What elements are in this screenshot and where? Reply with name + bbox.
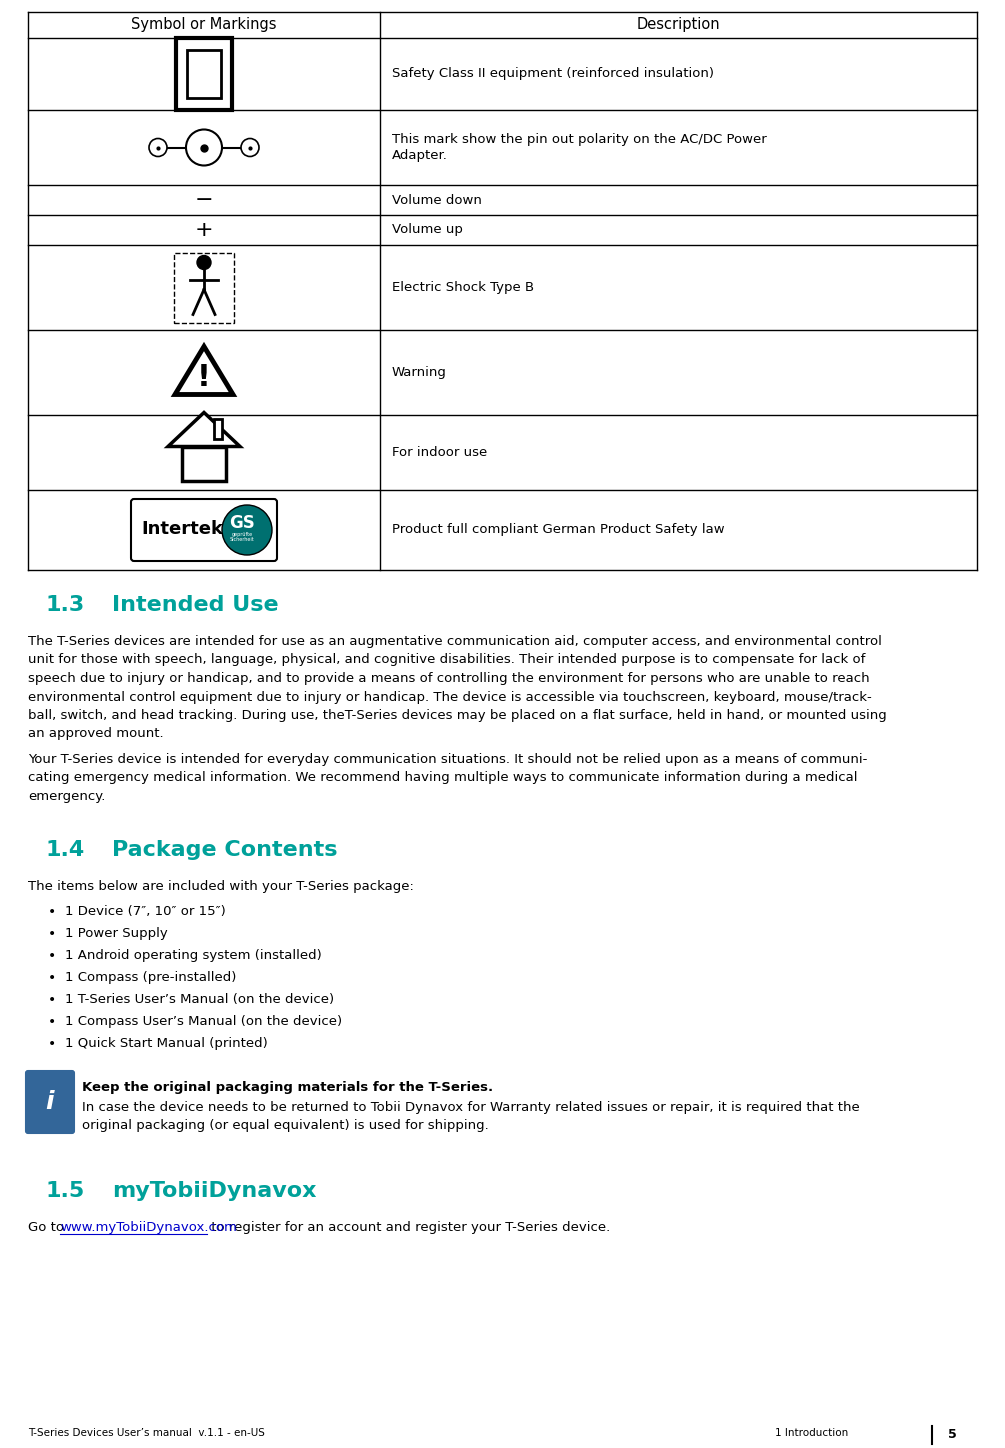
Text: +: + [195, 220, 213, 240]
Text: i: i [45, 1090, 54, 1114]
Circle shape [186, 129, 222, 165]
Text: Safety Class II equipment (reinforced insulation): Safety Class II equipment (reinforced in… [392, 68, 714, 81]
Circle shape [241, 139, 259, 156]
Text: Package Contents: Package Contents [112, 840, 338, 860]
Text: 1 T-Series User’s Manual (on the device): 1 T-Series User’s Manual (on the device) [65, 993, 334, 1006]
Text: •: • [48, 927, 56, 941]
Text: •: • [48, 948, 56, 963]
FancyBboxPatch shape [131, 500, 277, 560]
Text: −: − [195, 190, 213, 210]
Text: Electric Shock Type B: Electric Shock Type B [392, 281, 534, 294]
Bar [214, 418, 222, 439]
Text: Volume down: Volume down [392, 194, 481, 207]
Text: 1 Android operating system (installed): 1 Android operating system (installed) [65, 948, 322, 961]
Text: Product full compliant German Product Safety law: Product full compliant German Product Sa… [392, 524, 725, 537]
Text: The items below are included with your T-Series package:: The items below are included with your T… [28, 880, 414, 893]
Text: Intended Use: Intended Use [112, 595, 278, 615]
FancyBboxPatch shape [26, 1072, 74, 1132]
Bar [182, 446, 226, 481]
Text: !: ! [197, 363, 211, 392]
Text: myTobiiDynavox: myTobiiDynavox [112, 1182, 317, 1200]
Text: 5: 5 [948, 1428, 957, 1441]
Text: 1 Power Supply: 1 Power Supply [65, 927, 168, 940]
Text: •: • [48, 905, 56, 919]
Bar [176, 38, 232, 110]
Text: Description: Description [637, 17, 721, 32]
Text: Go to: Go to [28, 1221, 68, 1234]
Text: In case the device needs to be returned to Tobii Dynavox for Warranty related is: In case the device needs to be returned … [82, 1100, 859, 1132]
Polygon shape [175, 346, 233, 394]
Text: This mark show the pin out polarity on the AC/DC Power
Adapter.: This mark show the pin out polarity on t… [392, 133, 767, 162]
Bar [187, 51, 221, 98]
Circle shape [222, 505, 272, 555]
Text: •: • [48, 1037, 56, 1051]
Text: to register for an account and register your T-Series device.: to register for an account and register … [207, 1221, 610, 1234]
Text: 1.5: 1.5 [45, 1182, 84, 1200]
Text: 1 Device (7″, 10″ or 15″): 1 Device (7″, 10″ or 15″) [65, 905, 226, 918]
Text: •: • [48, 993, 56, 1006]
Text: 1.4: 1.4 [45, 840, 84, 860]
Text: 1 Compass User’s Manual (on the device): 1 Compass User’s Manual (on the device) [65, 1015, 342, 1028]
Text: 1 Quick Start Manual (printed): 1 Quick Start Manual (printed) [65, 1037, 267, 1050]
Text: Warning: Warning [392, 366, 447, 379]
Text: Your T-Series device is intended for everyday communication situations. It shoul: Your T-Series device is intended for eve… [28, 753, 867, 804]
Text: Keep the original packaging materials for the T-Series.: Keep the original packaging materials fo… [82, 1082, 493, 1095]
Text: Intertek: Intertek [141, 520, 223, 539]
Text: 1 Introduction: 1 Introduction [775, 1428, 848, 1438]
Text: 1 Compass (pre-installed): 1 Compass (pre-installed) [65, 972, 236, 985]
Text: GS: GS [229, 514, 255, 531]
Text: The T-Series devices are intended for use as an augmentative communication aid, : The T-Series devices are intended for us… [28, 636, 886, 740]
Polygon shape [168, 413, 240, 446]
Text: Symbol or Markings: Symbol or Markings [132, 17, 276, 32]
Text: T-Series Devices User’s manual  v.1.1 - en-US: T-Series Devices User’s manual v.1.1 - e… [28, 1428, 265, 1438]
Bar [174, 252, 234, 323]
Text: •: • [48, 972, 56, 985]
Text: www.myTobiiDynavox.com: www.myTobiiDynavox.com [60, 1221, 237, 1234]
Text: •: • [48, 1015, 56, 1030]
Text: For indoor use: For indoor use [392, 446, 487, 459]
Text: 1.3: 1.3 [45, 595, 84, 615]
Circle shape [197, 255, 211, 269]
Text: geprüfte
Sicherheit: geprüfte Sicherheit [229, 531, 254, 543]
Text: Volume up: Volume up [392, 223, 463, 236]
Circle shape [149, 139, 167, 156]
